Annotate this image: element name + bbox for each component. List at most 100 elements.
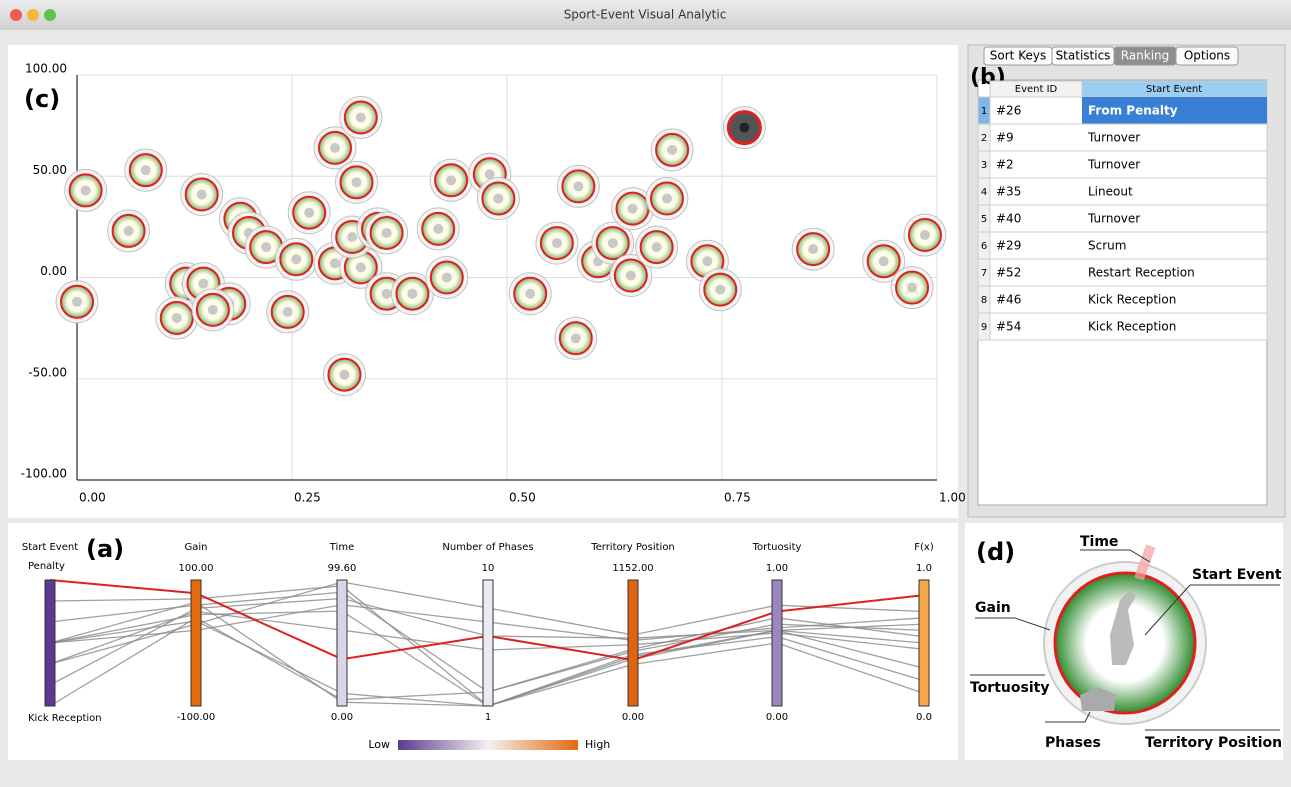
tab-label: Options	[1184, 49, 1230, 63]
event-glyph[interactable]	[108, 210, 150, 252]
event-glyph[interactable]	[792, 228, 834, 270]
axis-category: Penalty	[28, 561, 65, 572]
glyph-label: Tortuosity	[970, 680, 1049, 696]
axis-tick-label: 0.00	[766, 712, 788, 723]
row-number: 6	[981, 241, 987, 252]
color-legend	[398, 740, 578, 750]
event-glyph[interactable]	[536, 222, 578, 264]
axis-bar	[191, 580, 201, 706]
screen: Sport-Event Visual Analytic (c) (b) (a) …	[0, 0, 1291, 787]
event-glyph[interactable]	[125, 149, 167, 191]
axis-tick-label: 99.60	[328, 563, 357, 574]
axis-tick-label: 0.00	[622, 712, 644, 723]
event-glyph[interactable]	[891, 267, 933, 309]
axis-bar	[628, 580, 638, 706]
event-glyph[interactable]	[181, 173, 223, 215]
panel-label: (d)	[976, 538, 1015, 566]
axis-name: Number of Phases	[442, 542, 533, 553]
event-glyph[interactable]	[65, 169, 107, 211]
minimize-button[interactable]	[27, 9, 39, 21]
zoom-button[interactable]	[44, 9, 56, 21]
event-glyph[interactable]	[323, 354, 365, 396]
window-title: Sport-Event Visual Analytic	[564, 8, 727, 22]
event-glyph[interactable]	[904, 214, 946, 256]
axis-name: Territory Position	[590, 542, 675, 553]
axis-name: Gain	[185, 542, 208, 553]
event-glyph[interactable]	[336, 161, 378, 203]
panel-label: (c)	[24, 85, 60, 113]
event-glyph[interactable]	[430, 159, 472, 201]
axis-category: Kick Reception	[28, 713, 102, 724]
axis-tick-label: -100.00	[177, 712, 216, 723]
start-event: Restart Reception	[1088, 266, 1195, 280]
event-glyph[interactable]	[156, 297, 198, 339]
glyph-label: Territory Position	[1145, 735, 1282, 751]
event-glyph[interactable]	[509, 273, 551, 315]
event-id: #52	[996, 266, 1021, 280]
event-id: #54	[996, 320, 1021, 334]
start-event: Turnover	[1087, 131, 1140, 145]
event-id: #2	[996, 158, 1014, 172]
event-glyph[interactable]	[366, 212, 408, 254]
event-glyph[interactable]	[192, 289, 234, 331]
axis-tick-label: 0.0	[916, 712, 932, 723]
axis-tick-label: 10	[482, 563, 495, 574]
y-tick-label: 0.00	[40, 264, 67, 278]
axis-tick-label: 100.00	[179, 563, 214, 574]
axis-name: Time	[329, 542, 354, 553]
event-glyph[interactable]	[275, 238, 317, 280]
x-tick-label: 0.50	[509, 491, 536, 505]
row-number: 5	[981, 214, 987, 225]
axis-name: F(x)	[914, 542, 934, 553]
event-id: #40	[996, 212, 1021, 226]
row-number: 4	[981, 187, 987, 198]
axis-bar	[337, 580, 347, 706]
axis-tick-label: 0.00	[331, 712, 353, 723]
event-id: #35	[996, 185, 1021, 199]
start-event: Kick Reception	[1088, 320, 1176, 334]
event-glyph[interactable]	[557, 165, 599, 207]
start-event: Lineout	[1088, 185, 1133, 199]
event-glyph[interactable]	[651, 129, 693, 171]
axis-tick-label: 1152.00	[612, 563, 653, 574]
event-glyph[interactable]	[56, 281, 98, 323]
event-glyph[interactable]	[636, 226, 678, 268]
y-tick-label: -50.00	[28, 365, 67, 379]
close-button[interactable]	[10, 9, 22, 21]
event-glyph[interactable]	[340, 97, 382, 139]
event-glyph[interactable]	[417, 208, 459, 250]
start-event: Turnover	[1087, 158, 1140, 172]
y-tick-label: 50.00	[33, 163, 67, 177]
glyph-label: Time	[1080, 534, 1118, 550]
row-number: 3	[981, 160, 987, 171]
start-event: Turnover	[1087, 212, 1140, 226]
start-event: Kick Reception	[1088, 293, 1176, 307]
axis-bar	[919, 580, 929, 706]
tab-label: Ranking	[1121, 49, 1170, 63]
x-tick-label: 0.75	[724, 491, 751, 505]
glyph-label: Start Event	[1192, 567, 1282, 583]
x-tick-label: 0.00	[79, 491, 106, 505]
event-glyph[interactable]	[555, 317, 597, 359]
event-glyph[interactable]	[426, 257, 468, 299]
axis-tick-label: 1	[485, 712, 491, 723]
axis-name: Start Event	[22, 542, 78, 553]
event-glyph[interactable]	[699, 269, 741, 311]
axis-bar	[483, 580, 493, 706]
event-id: #26	[996, 104, 1021, 118]
app-window: Sport-Event Visual Analytic (c) (b) (a) …	[0, 0, 1291, 787]
row-number: 9	[981, 322, 987, 333]
axis-bar	[772, 580, 782, 706]
axis-tick-label: 1.0	[916, 563, 932, 574]
row-number: 1	[981, 106, 987, 117]
column-header: Event ID	[1015, 84, 1058, 95]
event-glyph[interactable]	[646, 178, 688, 220]
row-number: 2	[981, 133, 987, 144]
event-glyph[interactable]	[477, 178, 519, 220]
axis-name: Tortuosity	[752, 542, 802, 553]
event-glyph[interactable]	[723, 107, 765, 149]
event-id: #29	[996, 239, 1021, 253]
y-tick-label: -100.00	[21, 467, 67, 481]
event-glyph[interactable]	[288, 192, 330, 234]
event-glyph[interactable]	[267, 291, 309, 333]
